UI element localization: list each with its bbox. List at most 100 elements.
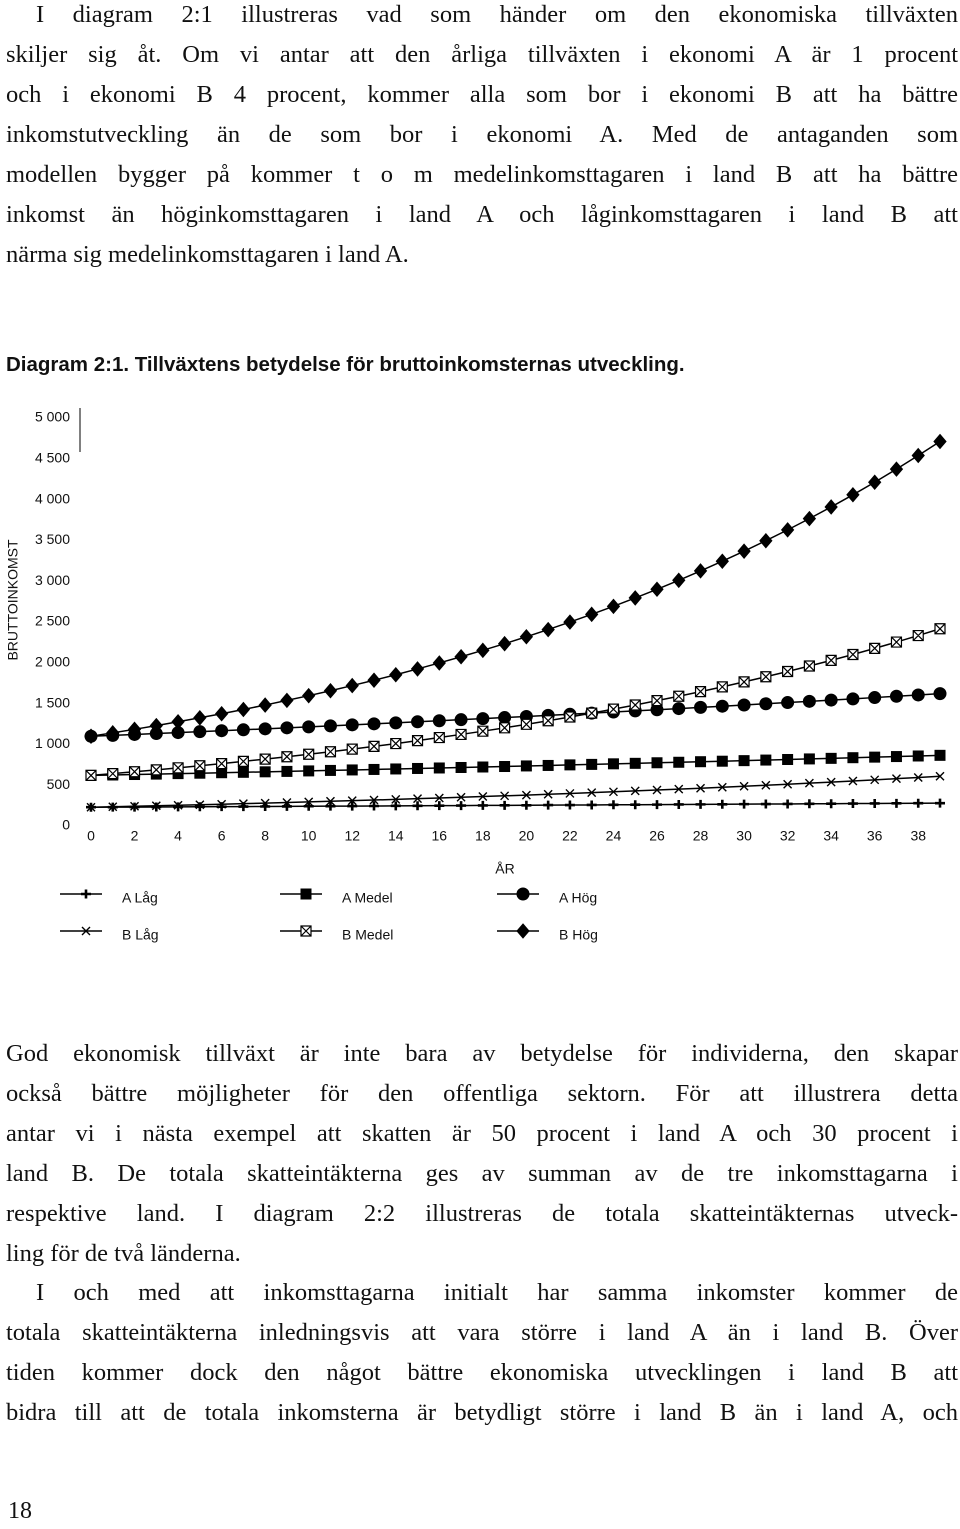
legend-label: B Medel	[342, 927, 393, 943]
marker	[389, 716, 403, 730]
marker	[738, 755, 750, 767]
marker	[650, 581, 664, 598]
marker	[628, 590, 642, 606]
y-tick-label: 1 000	[35, 735, 70, 751]
marker	[498, 711, 512, 725]
y-axis-title: BRUTTOINKOMST	[5, 539, 21, 661]
marker	[606, 598, 621, 615]
marker	[106, 725, 120, 741]
marker	[586, 758, 598, 770]
marker	[652, 785, 662, 795]
marker	[411, 735, 424, 747]
marker	[674, 784, 684, 794]
x-axis-title: ÅR	[495, 861, 514, 877]
text-line: God ekonomisk tillväxt är inte bara av b…	[6, 1040, 958, 1067]
marker	[258, 722, 272, 736]
marker	[282, 798, 292, 807]
marker	[368, 740, 380, 752]
marker	[803, 753, 815, 765]
marker	[868, 474, 882, 490]
marker	[759, 532, 773, 549]
marker	[890, 751, 902, 763]
marker	[585, 606, 599, 623]
x-tick-label: 16	[432, 828, 448, 844]
marker	[324, 746, 337, 758]
marker	[804, 778, 814, 788]
marker	[607, 758, 619, 770]
text-line: respektive land. I diagram 2:2 illustrer…	[6, 1200, 958, 1227]
marker	[520, 760, 532, 772]
marker	[693, 563, 708, 579]
marker	[870, 775, 880, 785]
marker	[934, 749, 946, 761]
marker	[782, 799, 793, 809]
marker	[497, 635, 512, 652]
marker	[325, 796, 335, 806]
marker	[564, 759, 576, 771]
marker	[696, 783, 706, 793]
x-tick-label: 14	[388, 828, 404, 844]
marker	[586, 800, 597, 810]
x-tick-label: 34	[823, 828, 839, 844]
x-tick-label: 0	[87, 828, 95, 844]
marker	[369, 795, 379, 805]
marker	[673, 756, 685, 768]
marker	[259, 766, 271, 778]
marker	[715, 553, 729, 569]
y-tick-label: 1 500	[35, 694, 70, 710]
x-tick-label: 18	[475, 828, 491, 844]
marker	[303, 801, 314, 811]
marker	[281, 751, 293, 763]
marker	[499, 800, 510, 810]
marker	[802, 510, 817, 527]
text-line: land B. De totala skatteintäkterna ges a…	[6, 1160, 958, 1187]
x-tick-label: 32	[780, 828, 796, 844]
marker	[499, 722, 511, 734]
legend-label: B Hög	[559, 927, 598, 943]
x-tick-label: 6	[218, 828, 226, 844]
marker	[391, 794, 401, 804]
marker	[85, 769, 97, 782]
x-tick-label: 20	[519, 828, 535, 844]
marker	[760, 671, 772, 683]
marker	[629, 699, 641, 711]
legend-marker	[516, 923, 530, 939]
x-tick-label: 22	[562, 828, 578, 844]
marker	[847, 752, 859, 764]
marker	[869, 751, 881, 763]
marker	[760, 799, 771, 809]
marker	[280, 721, 294, 735]
marker	[127, 721, 142, 738]
marker	[651, 757, 663, 769]
marker	[367, 717, 381, 731]
marker	[151, 801, 161, 811]
marker	[368, 763, 380, 775]
marker	[564, 711, 576, 723]
marker	[150, 764, 162, 776]
series-line	[90, 440, 941, 737]
marker	[869, 798, 880, 808]
marker	[281, 765, 293, 777]
marker	[519, 629, 534, 645]
marker	[455, 728, 467, 741]
marker	[324, 764, 336, 776]
marker	[848, 776, 858, 786]
marker	[564, 800, 575, 810]
marker	[323, 719, 337, 733]
marker	[933, 687, 947, 701]
marker	[238, 799, 248, 809]
marker	[476, 712, 490, 726]
x-tick-label: 2	[131, 828, 139, 844]
marker	[911, 688, 925, 702]
marker	[824, 693, 838, 707]
marker	[651, 695, 663, 707]
series-line	[90, 802, 941, 808]
x-tick-label: 4	[174, 828, 182, 844]
text-line: skiljer sig åt. Om vi antar att den årli…	[6, 41, 958, 68]
marker	[672, 702, 686, 716]
marker	[454, 648, 468, 665]
x-tick-label: 12	[344, 828, 360, 844]
marker	[410, 661, 425, 677]
marker	[912, 629, 924, 642]
